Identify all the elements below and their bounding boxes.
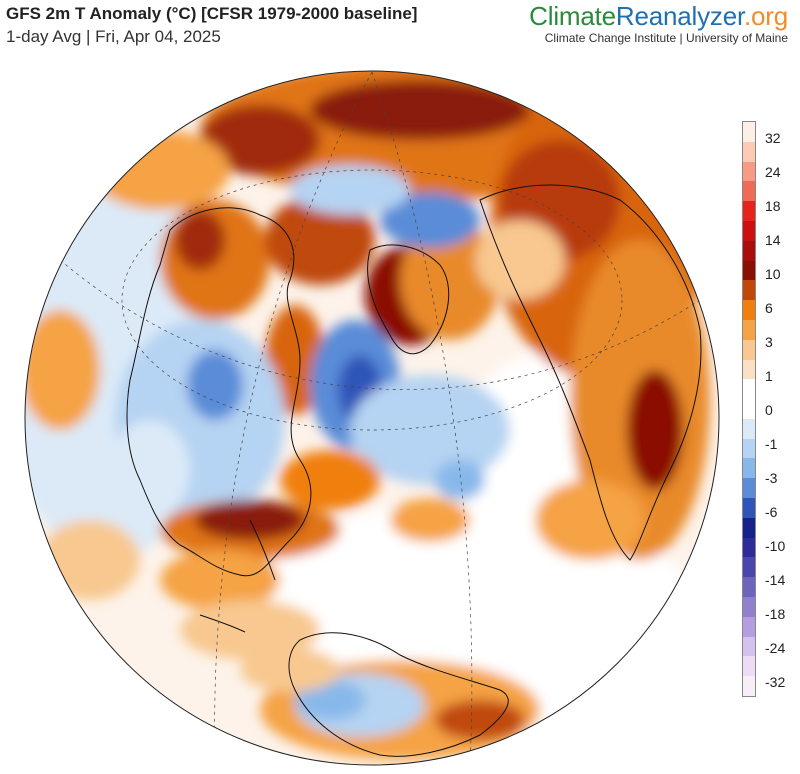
brand-tagline: Climate Change Institute | University of… [544,31,788,45]
map-subtitle: 1-day Avg | Fri, Apr 04, 2025 [6,27,221,46]
colorbar-cell [743,557,755,578]
colorbar-tick-label: 0 [765,402,773,418]
colorbar-cell [743,656,755,677]
colorbar-cell [743,161,755,182]
colorbar-tick-label: 6 [765,300,773,316]
colorbar-cell [743,676,755,697]
coastlines [126,184,702,757]
colorbar [742,121,756,697]
colorbar-cell [743,319,755,341]
colorbar-cell [743,260,755,281]
colorbar-tick-label: -3 [765,470,778,486]
brand-logo[interactable]: ClimateReanalyzer.org [529,1,788,32]
colorbar-cell [743,537,755,558]
colorbar-cell [743,201,755,222]
globe-outline [24,70,720,766]
colorbar-cell [743,577,755,598]
colorbar-cell [743,240,755,262]
colorbar-tick-label: -6 [765,504,778,520]
colorbar-tick-label: 18 [765,198,781,214]
brand-logo-part2: Reanalyzer [615,1,744,31]
colorbar-cell [743,636,755,657]
colorbar-cell [743,418,755,440]
brand-logo-part1: Climate [529,1,616,31]
colorbar-tick-label: 1 [765,368,773,384]
colorbar-cell [743,300,755,321]
map-title: GFS 2m T Anomaly (°C) [CFSR 1979-2000 ba… [6,4,418,23]
colorbar-cell [743,458,755,479]
colorbar-cell [743,399,755,420]
colorbar-tick-label: -10 [765,538,786,554]
colorbar-tick-label: -24 [765,640,786,656]
colorbar-cell [743,141,755,163]
colorbar-cell [743,478,755,499]
colorbar-cell [743,498,755,519]
brand-logo-part3: .org [743,1,788,31]
colorbar-tick-label: 10 [765,266,781,282]
colorbar-tick-label: -1 [765,436,778,452]
colorbar-cell [743,339,755,360]
colorbar-tick-label: -32 [765,674,786,690]
colorbar-tick-label: 32 [765,130,781,146]
graticule [59,71,701,765]
colorbar-tick-label: 14 [765,232,781,248]
colorbar-tick-label: -18 [765,606,786,622]
anomaly-field [25,71,710,760]
colorbar-tick-label: 3 [765,334,773,350]
colorbar-cell [743,517,755,539]
colorbar-cell [743,597,755,618]
colorbar-cell [743,220,755,242]
colorbar-cell [743,359,755,380]
colorbar-cell [743,616,755,638]
colorbar-tick-label: 24 [765,164,781,180]
colorbar-tick-label: -14 [765,572,786,588]
colorbar-cell [743,181,755,202]
colorbar-cell [743,122,755,143]
colorbar-cell [743,280,755,301]
colorbar-cell [743,379,755,400]
colorbar-cell [743,438,755,459]
